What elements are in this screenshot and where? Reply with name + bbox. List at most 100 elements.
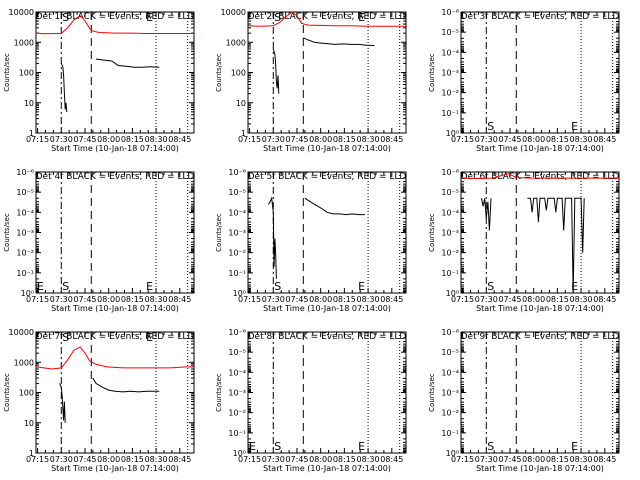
x-tick-label: 07:30 — [50, 295, 73, 304]
x-tick-label: 08:15 — [121, 135, 144, 144]
x-tick-label: 08:45 — [380, 455, 403, 464]
y-tick-label: 100 — [19, 389, 34, 398]
series-events — [304, 197, 365, 216]
series-events — [59, 383, 66, 423]
y-tick-label: 10⁻³ — [228, 389, 246, 398]
x-tick-label: 07:45 — [73, 455, 96, 464]
y-axis-label: Counts/sec — [3, 213, 11, 252]
x-tick-label: 08:45 — [380, 135, 403, 144]
y-tick-label: 10⁻¹ — [441, 429, 459, 438]
start-marker-label: S — [62, 280, 69, 293]
x-tick-label: 07:45 — [498, 455, 521, 464]
y-tick-label: 10 — [24, 419, 34, 428]
x-tick-label: 08:00 — [522, 135, 545, 144]
x-tick-label: 08:00 — [309, 135, 332, 144]
x-tick-label: 08:00 — [309, 295, 332, 304]
edge-end-marker-label: E — [37, 280, 44, 293]
y-tick-label: 10⁻⁵ — [441, 28, 459, 37]
x-axis-label: Start Time (10-Jan-18 07:14:00) — [51, 144, 179, 153]
series-events — [272, 48, 280, 94]
start-marker-label: S — [274, 11, 281, 24]
y-tick-label: 10 — [24, 99, 34, 108]
series-lld — [461, 173, 619, 180]
x-tick-label: 07:45 — [285, 455, 308, 464]
x-tick-label: 07:45 — [498, 295, 521, 304]
start-marker-label: S — [487, 280, 494, 293]
y-tick-label: 100 — [19, 69, 34, 78]
start-marker-label: S — [62, 331, 69, 344]
y-tick-label: 10⁻³ — [441, 69, 459, 78]
x-tick-label: 07:30 — [475, 295, 498, 304]
x-axis-label: Start Time (10-Jan-18 07:14:00) — [263, 144, 391, 153]
series-lld — [248, 12, 406, 27]
series-events — [481, 198, 492, 231]
x-tick-label: 08:15 — [546, 455, 569, 464]
x-tick-label: 08:15 — [333, 455, 356, 464]
y-tick-label: 10⁻⁴ — [441, 208, 459, 217]
x-tick-label: 08:45 — [380, 295, 403, 304]
panel-title: Det 3f BLACK = Events, RED = LLD — [461, 12, 620, 22]
x-tick-label: 07:15 — [26, 295, 49, 304]
y-tick-label: 10000 — [9, 328, 34, 337]
y-tick-label: 10⁻² — [228, 249, 246, 258]
x-axis-label: Start Time (10-Jan-18 07:14:00) — [51, 304, 179, 313]
x-tick-label: 08:30 — [570, 135, 593, 144]
x-tick-label: 07:30 — [475, 455, 498, 464]
y-tick-label: 10⁰ — [446, 129, 459, 138]
y-tick-label: 10⁻⁵ — [441, 348, 459, 357]
x-tick-label: 07:30 — [262, 295, 285, 304]
y-tick-label: 10⁻⁴ — [16, 208, 34, 217]
x-tick-label: 07:45 — [73, 295, 96, 304]
x-axis-label: Start Time (10-Jan-18 07:14:00) — [263, 464, 391, 473]
x-tick-label: 08:15 — [121, 295, 144, 304]
y-tick-label: 10⁻⁶ — [228, 328, 246, 337]
y-tick-label: 10⁻⁵ — [16, 188, 34, 197]
x-tick-label: 08:30 — [357, 295, 380, 304]
y-axis-label: Counts/sec — [215, 53, 223, 92]
y-tick-label: 1000 — [226, 38, 246, 47]
x-tick-label: 08:30 — [570, 295, 593, 304]
series-events — [92, 377, 160, 393]
y-tick-label: 10⁻⁵ — [441, 188, 459, 197]
y-axis-label: Counts/sec — [215, 373, 223, 412]
y-tick-label: 10⁻¹ — [228, 269, 246, 278]
y-tick-label: 10⁻⁶ — [441, 8, 459, 17]
y-axis-label: Counts/sec — [3, 373, 11, 412]
x-tick-label: 07:15 — [451, 455, 474, 464]
y-tick-label: 10⁻³ — [441, 389, 459, 398]
x-tick-label: 08:15 — [546, 295, 569, 304]
x-tick-label: 07:45 — [73, 135, 96, 144]
x-tick-label: 08:00 — [522, 455, 545, 464]
y-axis-label: Counts/sec — [215, 213, 223, 252]
series-events — [60, 63, 68, 112]
y-tick-label: 10000 — [9, 8, 34, 17]
x-tick-label: 07:15 — [451, 295, 474, 304]
x-tick-label: 07:15 — [26, 135, 49, 144]
plot-frame — [460, 171, 620, 294]
x-tick-label: 08:15 — [121, 455, 144, 464]
start-marker-label: S — [274, 280, 281, 293]
plot-frame — [247, 11, 407, 134]
x-tick-label: 08:30 — [145, 455, 168, 464]
plot-frame — [35, 171, 195, 294]
series-events — [95, 58, 160, 68]
series-events — [527, 197, 585, 293]
x-tick-label: 08:00 — [97, 135, 120, 144]
panel-title: Det 2f BLACK = Events, RED = LLD — [248, 12, 407, 22]
plot-frame — [247, 331, 407, 454]
y-tick-label: 10⁻¹ — [228, 429, 246, 438]
panel-title: Det 8f BLACK = Events, RED = LLD — [248, 332, 407, 342]
y-tick-label: 1 — [29, 449, 34, 458]
x-tick-label: 07:15 — [26, 455, 49, 464]
y-tick-label: 10⁰ — [233, 449, 246, 458]
x-tick-label: 08:15 — [333, 295, 356, 304]
plot-frame — [35, 331, 195, 454]
x-tick-label: 08:00 — [522, 295, 545, 304]
plot-frame — [460, 331, 620, 454]
series-events — [268, 196, 277, 279]
